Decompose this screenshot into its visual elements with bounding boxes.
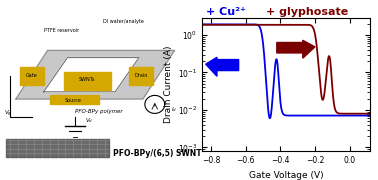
X-axis label: Gate Voltage (V): Gate Voltage (V) [249, 171, 324, 180]
Text: $V_g$: $V_g$ [4, 109, 12, 119]
Polygon shape [64, 72, 111, 90]
Text: Source: Source [65, 98, 82, 103]
Text: $V_d$: $V_d$ [85, 116, 94, 125]
Text: DI water/analyte: DI water/analyte [103, 19, 144, 24]
Text: Drain: Drain [134, 73, 147, 78]
FancyArrow shape [206, 57, 239, 76]
Text: PFO-BPy polymer: PFO-BPy polymer [76, 109, 123, 114]
Polygon shape [16, 50, 175, 99]
Text: PTFE reservoir: PTFE reservoir [44, 28, 79, 33]
Polygon shape [6, 139, 109, 157]
Polygon shape [44, 58, 139, 92]
FancyArrow shape [277, 40, 315, 58]
Text: PFO-BPy/(6,5) SWNT: PFO-BPy/(6,5) SWNT [113, 148, 202, 158]
Text: SWNTs: SWNTs [79, 77, 96, 82]
Text: + glyphosate: + glyphosate [266, 7, 349, 17]
Polygon shape [129, 67, 153, 85]
Text: $I_d$: $I_d$ [170, 106, 177, 114]
Text: + Cu²⁺: + Cu²⁺ [206, 7, 246, 17]
Text: Gate: Gate [26, 73, 38, 78]
Y-axis label: Drain Current (A): Drain Current (A) [164, 46, 172, 123]
Polygon shape [20, 67, 44, 85]
Polygon shape [50, 95, 99, 104]
